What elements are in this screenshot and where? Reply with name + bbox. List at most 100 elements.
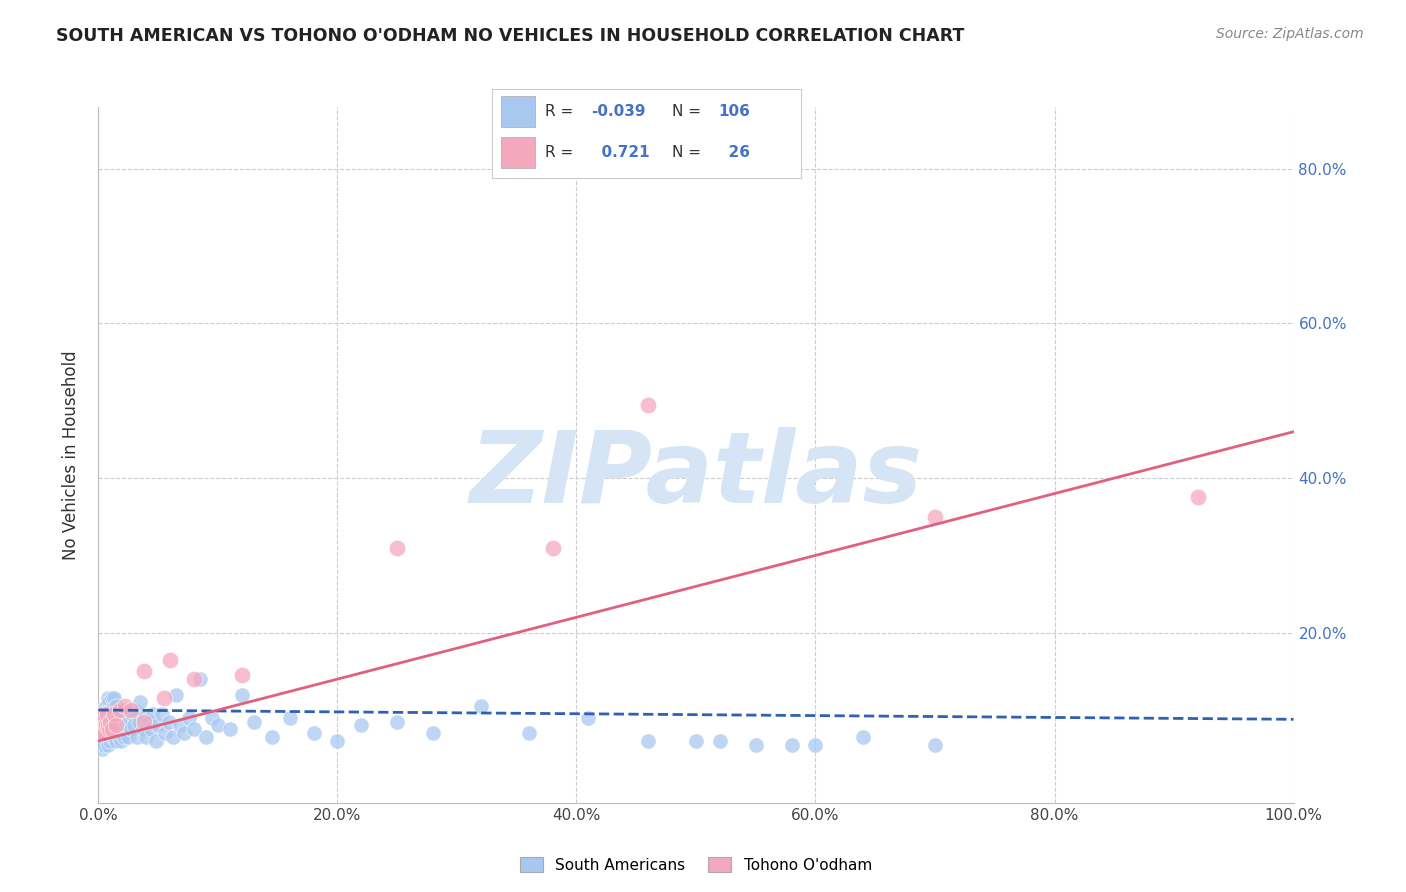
Text: Source: ZipAtlas.com: Source: ZipAtlas.com xyxy=(1216,27,1364,41)
Point xyxy=(115,706,138,721)
Point xyxy=(103,726,125,740)
Point xyxy=(117,730,139,744)
Point xyxy=(107,706,129,721)
Point xyxy=(207,718,229,732)
Point xyxy=(709,734,731,748)
Point xyxy=(142,706,165,721)
Point xyxy=(97,718,120,732)
Point xyxy=(150,706,173,721)
Point xyxy=(101,714,124,729)
Point xyxy=(132,665,155,679)
Point xyxy=(114,703,136,717)
Point xyxy=(105,734,128,748)
Point xyxy=(260,730,283,744)
Point xyxy=(97,723,120,737)
Point xyxy=(98,723,121,737)
Point xyxy=(97,738,120,752)
Point xyxy=(173,726,195,740)
Y-axis label: No Vehicles in Household: No Vehicles in Household xyxy=(62,350,80,560)
Point xyxy=(110,734,132,748)
Point xyxy=(114,723,136,737)
Point xyxy=(105,718,128,732)
Point xyxy=(138,714,160,729)
Point xyxy=(110,714,132,729)
Text: -0.039: -0.039 xyxy=(591,104,645,119)
Text: R =: R = xyxy=(544,104,578,119)
Point xyxy=(148,718,170,732)
Point xyxy=(243,714,266,729)
Point xyxy=(131,723,153,737)
Text: 106: 106 xyxy=(718,104,749,119)
Text: 0.721: 0.721 xyxy=(591,145,650,160)
Point xyxy=(541,541,564,555)
Point xyxy=(112,730,135,744)
Point xyxy=(105,718,128,732)
Point xyxy=(91,718,114,732)
Point xyxy=(120,703,142,717)
Point xyxy=(98,734,122,748)
Point xyxy=(157,714,180,729)
Text: 26: 26 xyxy=(718,145,749,160)
Point xyxy=(159,653,181,667)
Point xyxy=(278,711,301,725)
Point xyxy=(576,711,599,725)
Point xyxy=(745,738,768,752)
Point xyxy=(201,711,224,725)
Point xyxy=(91,741,114,756)
Point xyxy=(105,699,128,714)
Point xyxy=(422,726,444,740)
Point xyxy=(100,711,122,725)
Point xyxy=(94,718,117,732)
Point xyxy=(98,730,121,744)
Point xyxy=(98,714,121,729)
Point xyxy=(326,734,349,748)
Point xyxy=(101,730,124,744)
Point xyxy=(517,726,540,740)
Point xyxy=(118,714,141,729)
Point xyxy=(94,714,117,729)
Point xyxy=(103,711,125,725)
Point xyxy=(165,688,187,702)
Point xyxy=(107,730,129,744)
Text: N =: N = xyxy=(672,104,706,119)
Point xyxy=(94,699,117,714)
Point xyxy=(852,730,875,744)
Point xyxy=(96,703,118,717)
Point xyxy=(124,703,146,717)
Point xyxy=(129,695,152,709)
Point xyxy=(108,723,131,737)
Point xyxy=(90,726,112,740)
Point xyxy=(108,703,131,717)
Point xyxy=(93,706,115,721)
Point xyxy=(100,726,122,740)
Point xyxy=(103,706,125,721)
Point xyxy=(188,672,211,686)
Point xyxy=(91,703,114,717)
Point xyxy=(385,541,409,555)
Point xyxy=(112,711,135,725)
Point xyxy=(219,723,242,737)
Point xyxy=(924,509,946,524)
Point xyxy=(302,726,325,740)
Point xyxy=(128,714,150,729)
Point xyxy=(98,718,122,732)
Point xyxy=(98,714,122,729)
Point xyxy=(93,738,115,752)
Point xyxy=(97,706,120,721)
Text: R =: R = xyxy=(544,145,572,160)
Point xyxy=(96,706,118,721)
Point xyxy=(470,699,492,714)
Point xyxy=(115,718,138,732)
Point xyxy=(91,706,114,721)
Point xyxy=(90,726,112,740)
Point xyxy=(91,734,114,748)
Point xyxy=(93,726,115,740)
Point xyxy=(132,714,155,729)
Point xyxy=(104,706,127,721)
Point xyxy=(98,703,122,717)
Point xyxy=(111,726,134,740)
Point xyxy=(91,711,114,725)
Point xyxy=(94,730,117,744)
Point xyxy=(93,723,115,737)
Point xyxy=(350,718,373,732)
